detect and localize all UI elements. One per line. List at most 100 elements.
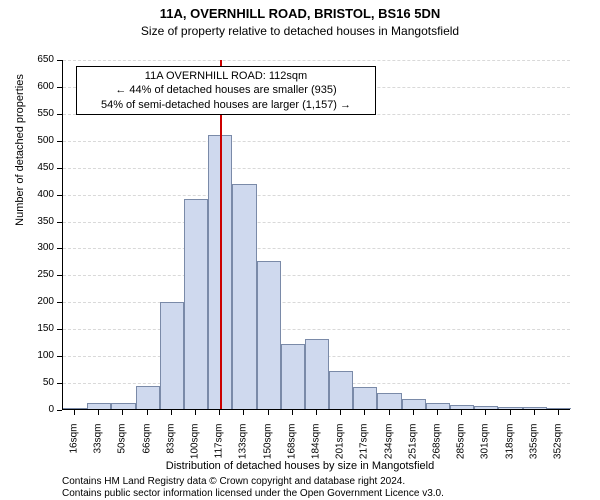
ytick-label: 500 bbox=[0, 135, 54, 146]
annotation-line: 54% of semi-detached houses are larger (… bbox=[81, 98, 371, 112]
chart-title: 11A, OVERNHILL ROAD, BRISTOL, BS16 5DN bbox=[0, 6, 600, 21]
annotation-line: 11A OVERNHILL ROAD: 112sqm bbox=[81, 69, 371, 83]
ytick-mark bbox=[57, 222, 62, 223]
xtick-label: 234sqm bbox=[383, 424, 394, 474]
ytick-label: 450 bbox=[0, 162, 54, 173]
ytick-mark bbox=[57, 275, 62, 276]
histogram-bar bbox=[402, 399, 426, 409]
xtick-label: 100sqm bbox=[190, 424, 201, 474]
histogram-bar bbox=[111, 403, 135, 409]
xtick-mark bbox=[98, 410, 99, 415]
gridline bbox=[63, 60, 570, 61]
gridline bbox=[63, 275, 570, 276]
histogram-bar bbox=[523, 407, 547, 409]
xtick-mark bbox=[558, 410, 559, 415]
xtick-mark bbox=[292, 410, 293, 415]
histogram-bar bbox=[257, 261, 281, 409]
ytick-mark bbox=[57, 248, 62, 249]
histogram-bar bbox=[547, 408, 571, 409]
ytick-mark bbox=[57, 329, 62, 330]
xtick-mark bbox=[122, 410, 123, 415]
ytick-mark bbox=[57, 60, 62, 61]
ytick-label: 400 bbox=[0, 189, 54, 200]
xtick-mark bbox=[171, 410, 172, 415]
xtick-label: 285sqm bbox=[456, 424, 467, 474]
gridline bbox=[63, 195, 570, 196]
annotation-box: 11A OVERNHILL ROAD: 112sqm← 44% of detac… bbox=[76, 66, 376, 115]
gridline bbox=[63, 168, 570, 169]
histogram-bar bbox=[353, 387, 377, 409]
chart-subtitle: Size of property relative to detached ho… bbox=[0, 24, 600, 38]
xtick-label: 133sqm bbox=[238, 424, 249, 474]
gridline bbox=[63, 329, 570, 330]
histogram-bar bbox=[450, 405, 474, 409]
ytick-mark bbox=[57, 356, 62, 357]
histogram-bar bbox=[184, 199, 208, 409]
ytick-mark bbox=[57, 383, 62, 384]
xtick-label: 335sqm bbox=[528, 424, 539, 474]
ytick-mark bbox=[57, 168, 62, 169]
xtick-mark bbox=[389, 410, 390, 415]
ytick-mark bbox=[57, 87, 62, 88]
histogram-bar bbox=[329, 371, 353, 409]
histogram-bar bbox=[87, 403, 111, 409]
ytick-label: 350 bbox=[0, 216, 54, 227]
histogram-bar bbox=[305, 339, 329, 409]
xtick-label: 251sqm bbox=[407, 424, 418, 474]
ytick-label: 200 bbox=[0, 296, 54, 307]
xtick-label: 83sqm bbox=[165, 424, 176, 474]
xtick-mark bbox=[243, 410, 244, 415]
xtick-mark bbox=[268, 410, 269, 415]
footer-line-2: Contains public sector information licen… bbox=[62, 488, 444, 499]
xtick-mark bbox=[219, 410, 220, 415]
xtick-label: 301sqm bbox=[480, 424, 491, 474]
xtick-mark bbox=[485, 410, 486, 415]
xtick-label: 217sqm bbox=[359, 424, 370, 474]
xtick-label: 168sqm bbox=[286, 424, 297, 474]
xtick-mark bbox=[534, 410, 535, 415]
histogram-bar bbox=[63, 408, 87, 409]
xtick-mark bbox=[364, 410, 365, 415]
histogram-bar bbox=[377, 393, 401, 409]
ytick-label: 50 bbox=[0, 377, 54, 388]
xtick-label: 117sqm bbox=[214, 424, 225, 474]
histogram-bar bbox=[498, 407, 522, 409]
ytick-mark bbox=[57, 302, 62, 303]
xtick-label: 318sqm bbox=[504, 424, 515, 474]
xtick-label: 50sqm bbox=[117, 424, 128, 474]
xtick-label: 268sqm bbox=[431, 424, 442, 474]
ytick-label: 300 bbox=[0, 242, 54, 253]
ytick-label: 0 bbox=[0, 404, 54, 415]
annotation-line: ← 44% of detached houses are smaller (93… bbox=[81, 83, 371, 97]
xtick-mark bbox=[461, 410, 462, 415]
gridline bbox=[63, 248, 570, 249]
xtick-label: 184sqm bbox=[311, 424, 322, 474]
ytick-label: 250 bbox=[0, 269, 54, 280]
footer-line-1: Contains HM Land Registry data © Crown c… bbox=[62, 476, 405, 487]
gridline bbox=[63, 222, 570, 223]
ytick-mark bbox=[57, 195, 62, 196]
gridline bbox=[63, 302, 570, 303]
xtick-label: 66sqm bbox=[141, 424, 152, 474]
xtick-label: 201sqm bbox=[335, 424, 346, 474]
xtick-mark bbox=[510, 410, 511, 415]
histogram-bar bbox=[136, 386, 160, 409]
xtick-mark bbox=[195, 410, 196, 415]
histogram-bar bbox=[232, 184, 256, 409]
ytick-label: 100 bbox=[0, 350, 54, 361]
ytick-label: 600 bbox=[0, 81, 54, 92]
ytick-mark bbox=[57, 141, 62, 142]
xtick-label: 33sqm bbox=[93, 424, 104, 474]
gridline bbox=[63, 141, 570, 142]
histogram-bar bbox=[281, 344, 305, 409]
xtick-mark bbox=[340, 410, 341, 415]
xtick-mark bbox=[437, 410, 438, 415]
ytick-label: 550 bbox=[0, 108, 54, 119]
histogram-bar bbox=[160, 302, 184, 409]
histogram-bar bbox=[474, 406, 498, 409]
xtick-label: 16sqm bbox=[69, 424, 80, 474]
xtick-label: 352sqm bbox=[552, 424, 563, 474]
xtick-mark bbox=[147, 410, 148, 415]
ytick-label: 650 bbox=[0, 54, 54, 65]
xtick-mark bbox=[74, 410, 75, 415]
